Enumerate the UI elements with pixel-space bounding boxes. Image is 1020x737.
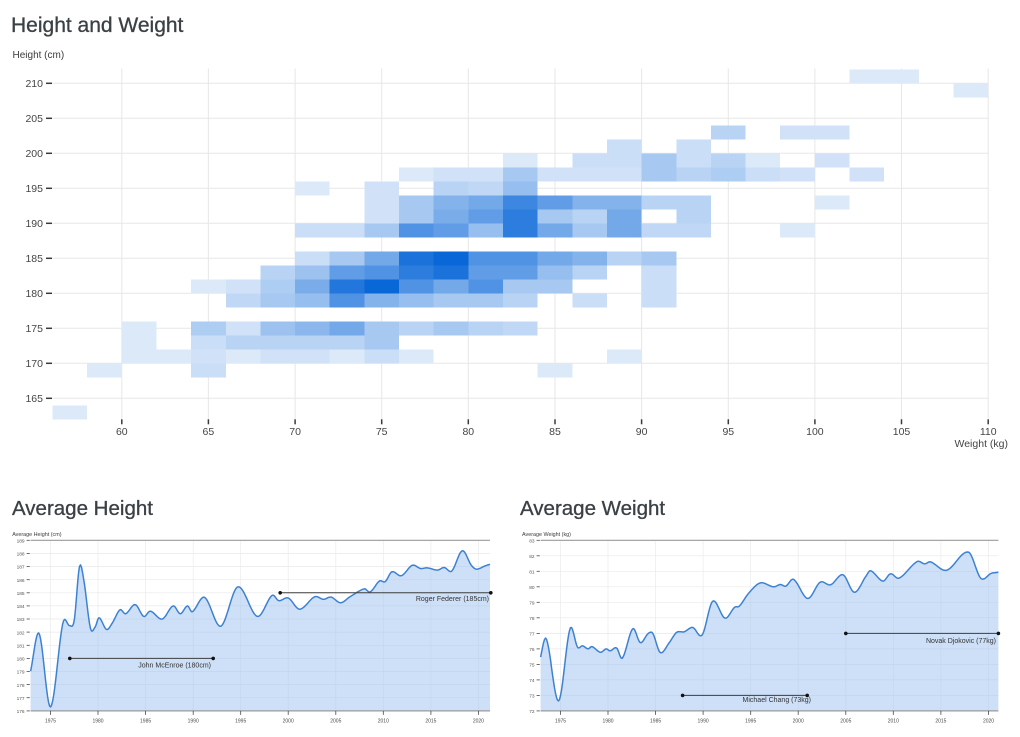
svg-text:77: 77 [529,632,535,638]
svg-text:65: 65 [203,426,215,438]
svg-text:Average Weight (kg): Average Weight (kg) [522,532,571,538]
svg-text:1995: 1995 [235,718,246,724]
svg-text:Weight (kg): Weight (kg) [955,438,1009,450]
svg-text:2010: 2010 [378,718,389,724]
svg-text:180: 180 [17,657,25,663]
svg-text:185: 185 [25,253,43,265]
svg-text:2020: 2020 [983,718,994,724]
svg-text:205: 205 [25,113,43,125]
svg-text:184: 184 [17,604,25,610]
svg-text:190: 190 [25,218,43,230]
svg-text:176: 176 [17,709,25,715]
svg-text:1990: 1990 [698,718,709,724]
svg-text:2020: 2020 [473,718,484,724]
svg-text:110: 110 [980,426,997,438]
svg-text:80: 80 [529,585,535,591]
svg-text:182: 182 [17,630,25,636]
svg-text:82: 82 [529,554,535,560]
svg-text:85: 85 [549,426,561,438]
svg-text:170: 170 [25,358,43,370]
svg-text:81: 81 [529,570,535,576]
svg-text:2010: 2010 [888,718,899,724]
svg-text:90: 90 [636,426,648,438]
svg-text:181: 181 [17,644,25,650]
svg-text:189: 189 [17,539,25,545]
svg-text:200: 200 [25,148,43,160]
svg-text:1980: 1980 [602,718,613,724]
svg-text:Novak Djokovic (77kg): Novak Djokovic (77kg) [926,638,996,645]
svg-text:1990: 1990 [188,718,199,724]
svg-text:83: 83 [529,539,535,545]
svg-text:183: 183 [17,617,25,623]
svg-text:178: 178 [17,683,25,689]
svg-text:195: 195 [25,183,43,195]
svg-text:95: 95 [722,426,734,438]
svg-text:1985: 1985 [650,718,661,724]
svg-text:80: 80 [462,426,474,438]
svg-text:1975: 1975 [45,718,56,724]
svg-text:100: 100 [806,426,824,438]
svg-text:186: 186 [17,578,25,584]
svg-text:2015: 2015 [935,718,946,724]
svg-text:2000: 2000 [283,718,294,724]
svg-text:180: 180 [25,288,43,300]
svg-text:76: 76 [529,647,535,653]
svg-text:74: 74 [529,678,535,684]
svg-text:2015: 2015 [425,718,436,724]
svg-text:78: 78 [529,616,535,622]
svg-text:1995: 1995 [745,718,756,724]
svg-text:1985: 1985 [140,718,151,724]
svg-text:73: 73 [529,694,535,700]
svg-text:70: 70 [289,426,301,438]
svg-text:175: 175 [25,323,43,335]
svg-text:210: 210 [25,78,43,90]
svg-text:72: 72 [529,709,535,715]
svg-text:187: 187 [17,565,25,571]
svg-text:1980: 1980 [92,718,103,724]
svg-text:185: 185 [17,591,25,597]
svg-text:75: 75 [376,426,388,438]
svg-text:165: 165 [25,393,43,405]
svg-text:Roger Federer (185cm): Roger Federer (185cm) [416,596,489,603]
svg-text:105: 105 [893,426,911,438]
svg-text:188: 188 [17,552,25,558]
svg-text:2005: 2005 [330,718,341,724]
svg-text:60: 60 [116,426,128,438]
svg-text:79: 79 [529,601,535,607]
svg-text:Michael Chang (73kg): Michael Chang (73kg) [743,697,811,704]
svg-text:177: 177 [17,696,25,702]
svg-text:75: 75 [529,663,535,669]
svg-text:Average Height (cm): Average Height (cm) [12,532,62,538]
svg-text:John McEnroe (180cm): John McEnroe (180cm) [138,662,211,669]
svg-text:1975: 1975 [555,718,566,724]
svg-text:2000: 2000 [793,718,804,724]
svg-text:179: 179 [17,670,25,676]
svg-text:2005: 2005 [840,718,851,724]
